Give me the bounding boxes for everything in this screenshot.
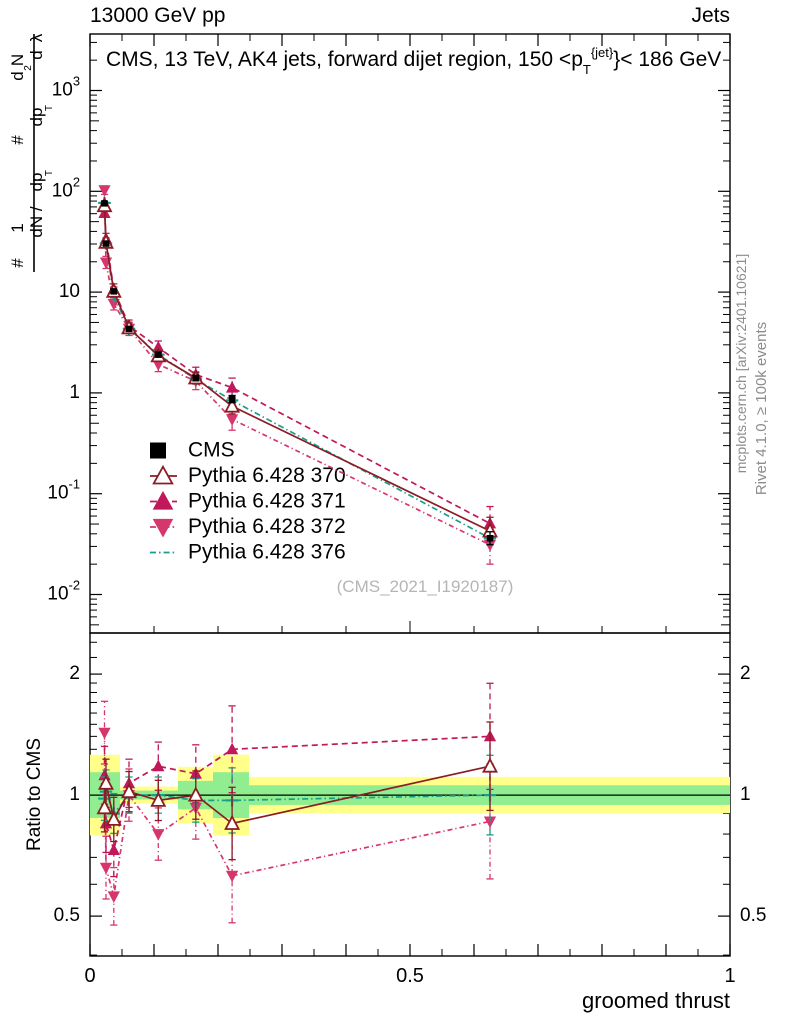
svg-text:1: 1 <box>69 382 80 403</box>
svg-text:0.5: 0.5 <box>740 905 766 926</box>
svg-text:N: N <box>8 54 27 66</box>
svg-text:#: # <box>8 135 27 145</box>
svg-text:Jets: Jets <box>691 4 730 27</box>
svg-text:1: 1 <box>740 784 751 805</box>
svg-text:Pythia 6.428 371: Pythia 6.428 371 <box>188 490 346 513</box>
svg-text:dN /: dN / <box>27 206 46 237</box>
svg-text:T: T <box>44 170 55 176</box>
svg-text:#: # <box>8 258 27 268</box>
svg-text:T: T <box>44 105 55 111</box>
svg-text:λ: λ <box>27 33 46 42</box>
svg-text:mcplots.cern.ch [arXiv:2401.10: mcplots.cern.ch [arXiv:2401.10621] <box>733 254 749 473</box>
svg-text:1: 1 <box>69 784 80 805</box>
svg-text:2: 2 <box>69 663 80 684</box>
svg-text:Pythia 6.428 376: Pythia 6.428 376 <box>188 541 346 564</box>
svg-text:10: 10 <box>59 281 80 302</box>
svg-text:13000 GeV pp: 13000 GeV pp <box>90 4 225 27</box>
svg-text:0.5: 0.5 <box>54 905 80 926</box>
svg-text:groomed thrust: groomed thrust <box>582 988 730 1013</box>
svg-text:1: 1 <box>8 223 27 232</box>
svg-text:CMS: CMS <box>188 439 235 462</box>
svg-text:0.5: 0.5 <box>396 965 424 987</box>
svg-text:(CMS_2021_I1920187): (CMS_2021_I1920187) <box>337 577 514 596</box>
svg-text:2: 2 <box>740 663 751 684</box>
svg-text:d: d <box>8 71 27 80</box>
svg-text:Pythia 6.428 370: Pythia 6.428 370 <box>188 464 346 487</box>
svg-text:1: 1 <box>724 965 735 987</box>
svg-text:0: 0 <box>84 965 95 987</box>
svg-text:Rivet 4.1.0, ≥ 100k events: Rivet 4.1.0, ≥ 100k events <box>753 322 770 495</box>
svg-text:Pythia 6.428 372: Pythia 6.428 372 <box>188 515 346 538</box>
svg-text:Ratio to CMS: Ratio to CMS <box>24 738 45 851</box>
svg-text:d: d <box>27 50 46 59</box>
